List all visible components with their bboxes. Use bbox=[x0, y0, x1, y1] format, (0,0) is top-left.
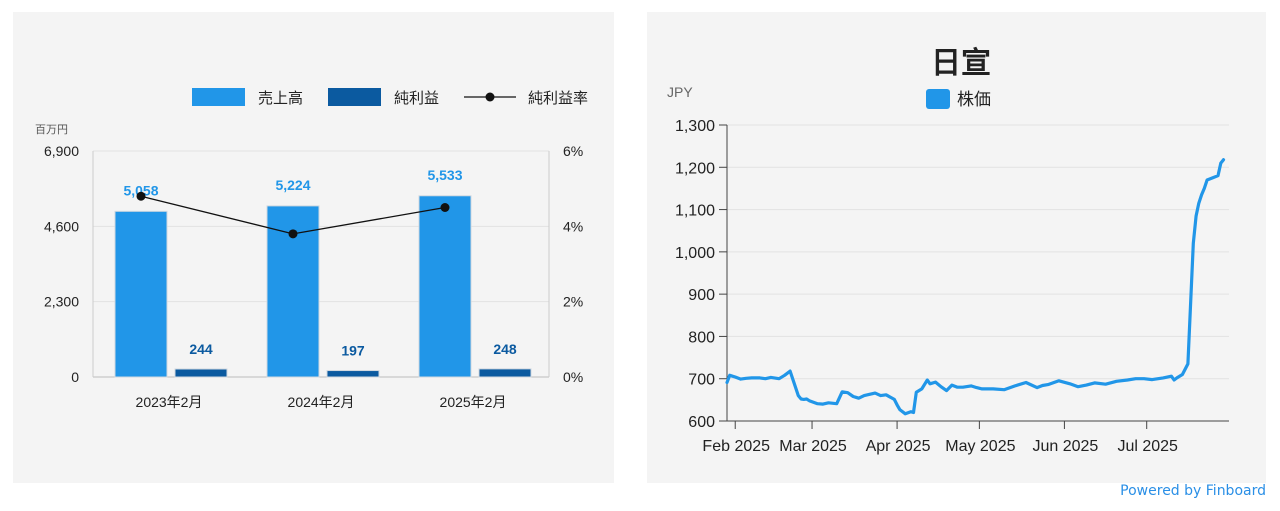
sales-bar bbox=[114, 210, 168, 378]
net-income-value-label: 197 bbox=[341, 343, 365, 359]
net-income-bar bbox=[174, 368, 228, 378]
legend-swatch-sales bbox=[192, 88, 245, 106]
powered-by-link[interactable]: Powered by Finboard bbox=[1120, 483, 1266, 499]
y-tick-label: 700 bbox=[688, 372, 715, 389]
y-tick-label: 600 bbox=[688, 414, 715, 431]
y-tick-label: 1,000 bbox=[675, 245, 715, 262]
financials-chart-panel: 0 2,300 4,600 6,900 0% 2% 4% 6% 百万円 5,058 244 2023年… bbox=[13, 12, 614, 483]
financials-chart: 0 2,300 4,600 6,900 0% 2% 4% 6% 百万円 5,058 244 2023年… bbox=[35, 88, 588, 410]
y-right-tick-label: 0% bbox=[563, 369, 583, 385]
net-income-bar bbox=[326, 370, 380, 378]
y-right-tick-label: 6% bbox=[563, 143, 583, 159]
legend-label-margin: 純利益率 bbox=[528, 90, 588, 107]
legend-label-stock: 株価 bbox=[957, 90, 991, 109]
y-tick-label: 1,300 bbox=[675, 118, 715, 135]
y-tick-label: 800 bbox=[688, 329, 715, 346]
margin-point bbox=[440, 203, 450, 212]
stock-price-chart: 日宣 JPY 株価 600 700 800 900 1,000 1,100 1,200 1,300 F… bbox=[667, 47, 1229, 455]
unit-label: 百万円 bbox=[35, 124, 68, 136]
x-tick-label: Apr 2025 bbox=[866, 438, 931, 455]
x-category-label: 2025年2月 bbox=[440, 394, 507, 410]
margin-point bbox=[288, 229, 298, 239]
net-income-value-label: 244 bbox=[189, 341, 213, 357]
legend: 売上高 純利益 純利益率 bbox=[192, 88, 588, 107]
sales-value-label: 5,533 bbox=[427, 167, 462, 183]
x-tick-label: May 2025 bbox=[945, 438, 1015, 455]
y-right-tick-label: 4% bbox=[563, 218, 583, 234]
y-left-tick-label: 0 bbox=[71, 369, 79, 385]
x-tick-label: Feb 2025 bbox=[702, 438, 770, 455]
y-left-tick-label: 6,900 bbox=[44, 143, 79, 159]
y-left-tick-label: 4,600 bbox=[44, 218, 79, 234]
stock-price-chart-panel: 日宣 JPY 株価 600 700 800 900 1,000 1,100 1,200 1,300 F… bbox=[647, 12, 1266, 483]
legend-label-sales: 売上高 bbox=[258, 90, 303, 107]
sales-bar bbox=[418, 195, 472, 378]
chart-title: 日宣 bbox=[931, 47, 991, 80]
legend-swatch-net-income bbox=[328, 88, 381, 106]
legend-swatch-stock bbox=[926, 89, 950, 109]
y-right-tick-label: 2% bbox=[563, 294, 583, 310]
x-category-label: 2024年2月 bbox=[288, 394, 355, 410]
sales-value-label: 5,224 bbox=[275, 177, 310, 193]
x-tick-label: Mar 2025 bbox=[779, 438, 847, 455]
y-left-tick-label: 2,300 bbox=[44, 294, 79, 310]
legend-label-net-income: 純利益 bbox=[394, 90, 439, 107]
sales-value-label: 5,058 bbox=[123, 182, 158, 198]
stock-price-line bbox=[725, 158, 1226, 416]
y-tick-label: 1,100 bbox=[675, 203, 715, 220]
margin-point bbox=[136, 191, 146, 201]
net-income-value-label: 248 bbox=[493, 341, 517, 357]
legend-swatch-margin-dot bbox=[485, 92, 495, 102]
x-tick-label: Jul 2025 bbox=[1117, 438, 1178, 455]
y-tick-label: 900 bbox=[688, 287, 715, 304]
x-category-label: 2023年2月 bbox=[136, 394, 203, 410]
net-income-bar bbox=[478, 368, 532, 378]
y-tick-label: 1,200 bbox=[675, 160, 715, 177]
x-tick-label: Jun 2025 bbox=[1032, 438, 1098, 455]
y-axis-label: JPY bbox=[667, 84, 693, 100]
